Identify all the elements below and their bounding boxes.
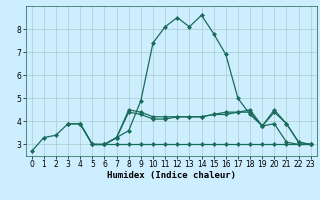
- X-axis label: Humidex (Indice chaleur): Humidex (Indice chaleur): [107, 171, 236, 180]
